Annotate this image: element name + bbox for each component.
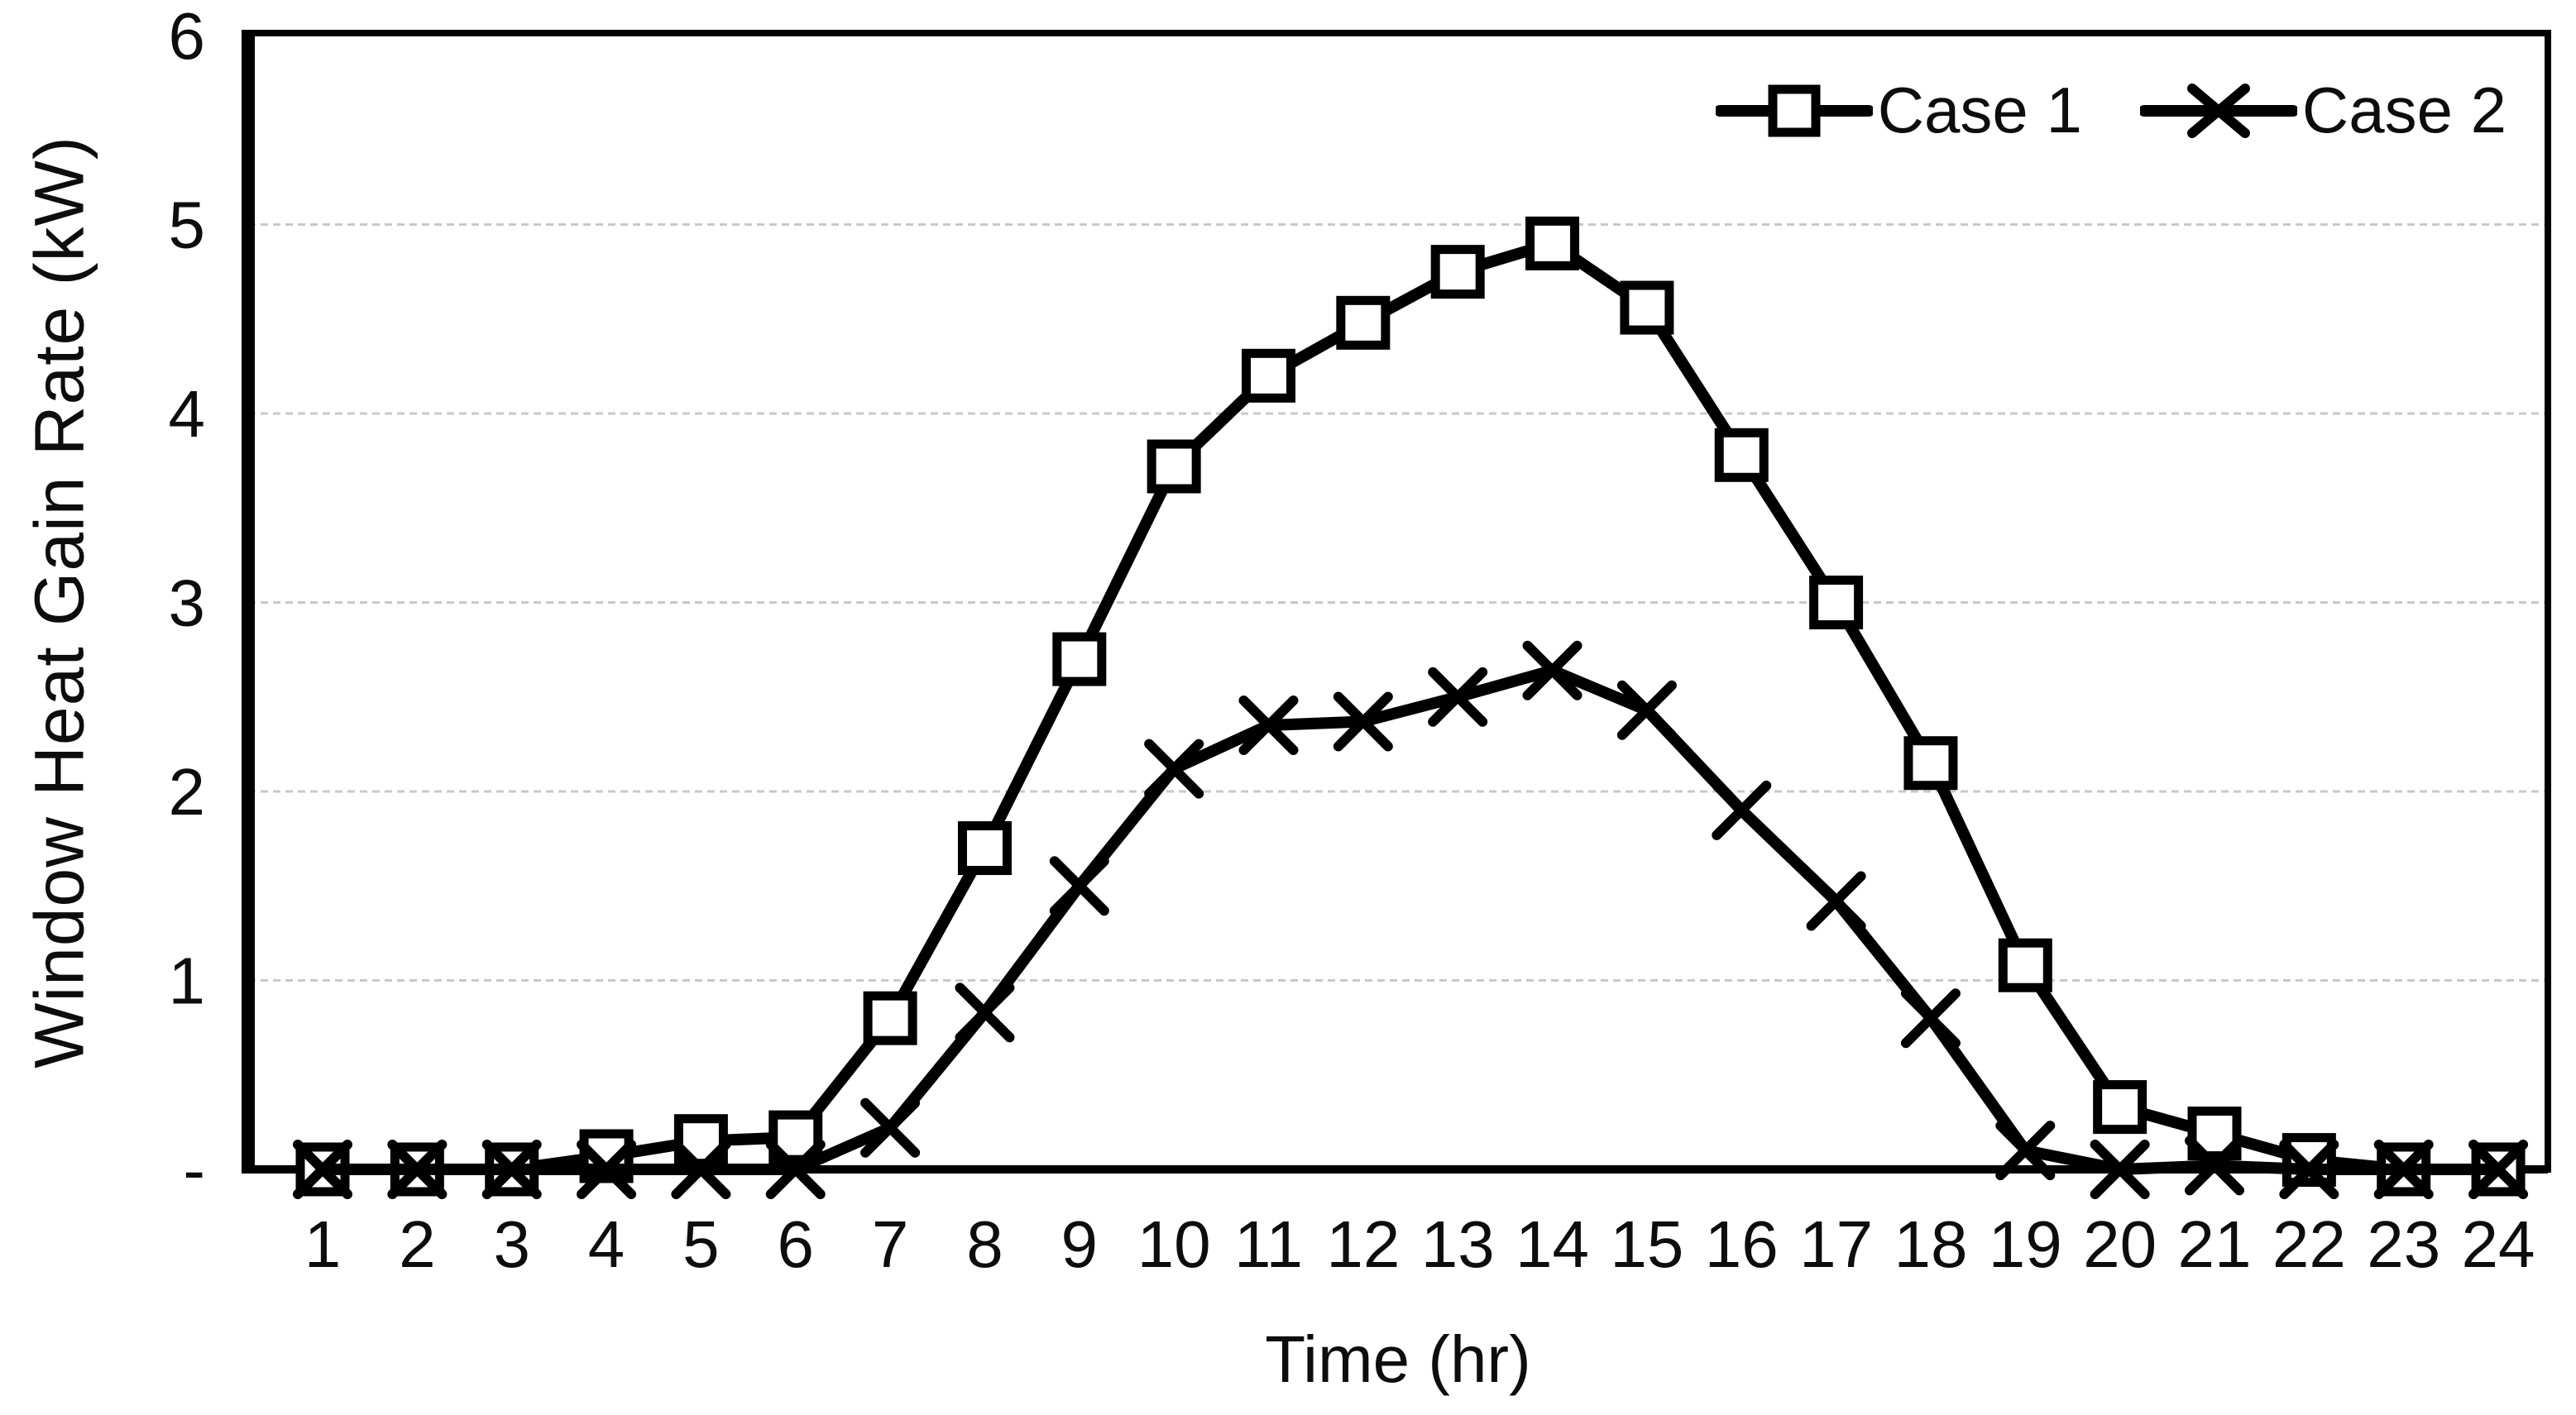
data-point-marker-x: [1522, 640, 1582, 700]
data-point-marker-square: [1336, 295, 1391, 350]
data-point-marker-x: [765, 1140, 826, 1199]
data-point-marker-x: [1428, 667, 1488, 727]
legend-square-marker-icon: [1715, 84, 1873, 136]
data-point-marker-x: [481, 1140, 542, 1199]
data-point-marker-x: [1995, 1121, 2056, 1181]
x-tick-label-20: 20: [2083, 1207, 2157, 1281]
y-tick-label-1: 1: [169, 944, 206, 1018]
x-tick-label-5: 5: [682, 1207, 720, 1281]
x-tick-label-10: 10: [1137, 1207, 1211, 1281]
x-tick-label-8: 8: [966, 1207, 1003, 1281]
x-tick-label-1: 1: [304, 1207, 342, 1281]
data-point-marker-x: [2090, 1140, 2150, 1199]
x-tick-label-7: 7: [872, 1207, 909, 1281]
x-tick-label-19: 19: [1989, 1207, 2062, 1281]
x-tick-label-17: 17: [1799, 1207, 1873, 1281]
y-tick-label-2: 2: [169, 755, 206, 829]
data-point-marker-x: [1049, 856, 1109, 916]
x-tick-label-16: 16: [1705, 1207, 1779, 1281]
x-tick-label-23: 23: [2367, 1207, 2440, 1281]
x-tick-label-15: 15: [1610, 1207, 1683, 1281]
legend-label-case-2: Case 2: [2301, 74, 2507, 146]
y-tick-label-5: 5: [169, 189, 206, 262]
x-tick-label-9: 9: [1061, 1207, 1099, 1281]
data-point-marker-square: [1525, 216, 1580, 270]
y-tick-label-3: 3: [169, 566, 206, 640]
y-tick-label--: -: [183, 1133, 205, 1207]
y-tick-label-4: 4: [169, 377, 206, 451]
data-point-marker-square: [1147, 439, 1201, 494]
data-point-marker-x: [2468, 1140, 2529, 1199]
data-point-marker-square: [1714, 428, 1769, 482]
data-point-marker-x: [1333, 691, 1393, 752]
data-point-marker-x: [2185, 1135, 2244, 1196]
x-tick-label-18: 18: [1894, 1207, 1967, 1281]
x-tick-label-4: 4: [588, 1207, 625, 1281]
data-point-marker-x: [2373, 1140, 2434, 1199]
data-point-marker-x: [1806, 871, 1866, 931]
x-tick-label-2: 2: [399, 1207, 436, 1281]
legend-x-marker-icon: [2139, 83, 2297, 138]
data-point-marker-x: [671, 1140, 731, 1199]
data-point-marker-square: [863, 991, 917, 1045]
data-point-marker-square: [1052, 632, 1107, 686]
x-tick-label-12: 12: [1326, 1207, 1400, 1281]
data-point-marker-square: [1430, 245, 1485, 299]
data-point-marker-square: [2093, 1080, 2147, 1135]
data-point-marker-x: [293, 1140, 352, 1199]
legend: Case 1 Case 2: [1715, 73, 2507, 148]
legend-item-case-1: Case 1: [1715, 73, 2082, 148]
x-tick-label-6: 6: [778, 1207, 815, 1281]
x-tick-label-13: 13: [1421, 1207, 1495, 1281]
data-point-marker-square: [1242, 348, 1295, 403]
data-point-marker-x: [1238, 696, 1299, 756]
x-tick-label-21: 21: [2178, 1207, 2252, 1281]
data-point-marker-square: [1903, 736, 1958, 791]
data-point-marker-square: [1998, 938, 2052, 992]
legend-item-case-2: Case 2: [2139, 73, 2507, 148]
data-point-marker-x: [1712, 780, 1772, 840]
y-tick-label-6: 6: [169, 0, 206, 73]
data-point-marker-x: [860, 1097, 921, 1158]
data-point-marker-x: [2279, 1140, 2339, 1199]
y-axis-title: Window Heat Gain Rate (kW): [20, 136, 98, 1068]
data-point-marker-x: [1144, 739, 1204, 799]
x-tick-label-11: 11: [1234, 1207, 1303, 1281]
legend-label-case-1: Case 1: [1877, 74, 2082, 146]
x-tick-label-3: 3: [493, 1207, 530, 1281]
data-point-marker-square: [1809, 576, 1864, 629]
data-point-marker-square: [1620, 280, 1674, 335]
data-point-marker-x: [955, 982, 1015, 1043]
x-axis-title: Time (hr): [1265, 1322, 1531, 1396]
data-point-marker-square: [957, 821, 1012, 876]
data-point-marker-x: [1900, 988, 1961, 1049]
x-tick-label-14: 14: [1515, 1207, 1589, 1281]
data-point-marker-x: [1616, 680, 1677, 740]
x-tick-label-24: 24: [2462, 1207, 2535, 1281]
x-tick-label-22: 22: [2272, 1207, 2346, 1281]
series-line-case-2: [317, 664, 2505, 1175]
data-point-marker-x: [387, 1140, 448, 1199]
data-point-marker-x: [577, 1140, 637, 1199]
